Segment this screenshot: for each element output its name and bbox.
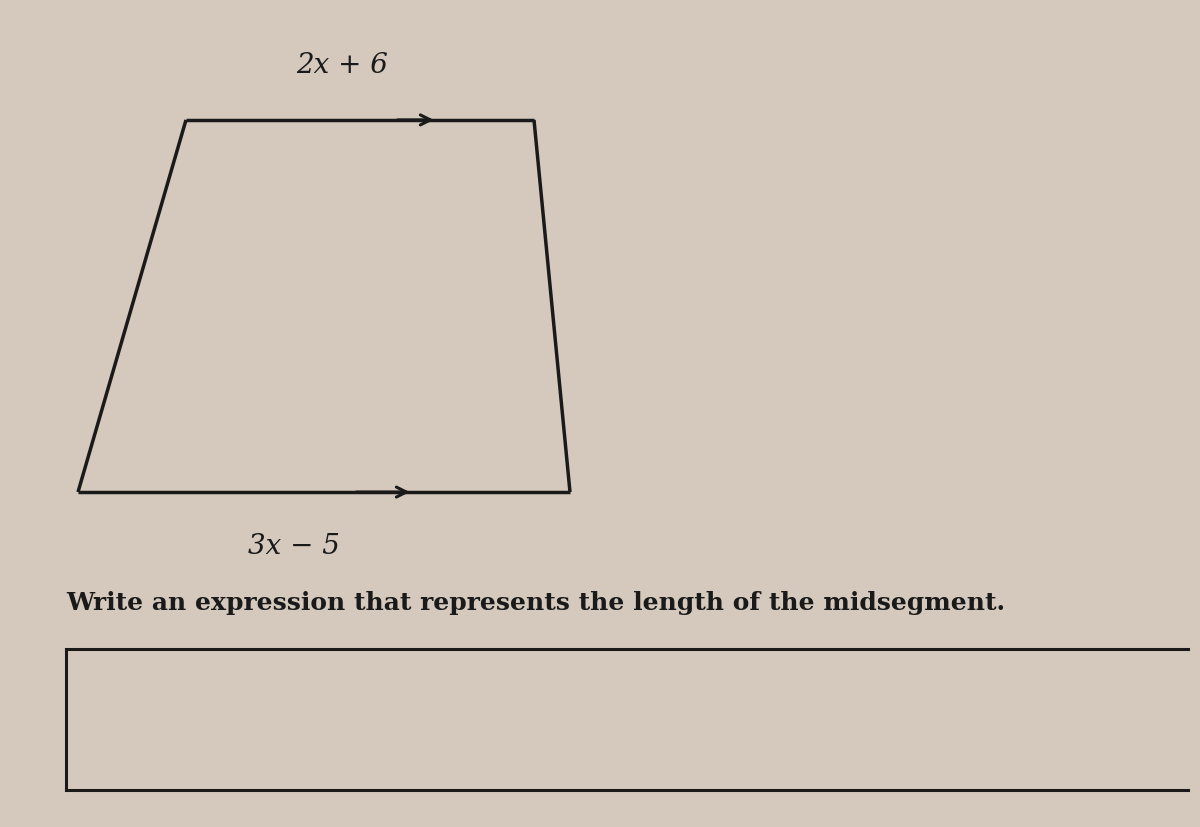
Text: Write an expression that represents the length of the midsegment.: Write an expression that represents the … <box>66 591 1006 615</box>
Text: 3x − 5: 3x − 5 <box>248 533 340 561</box>
Text: 2x + 6: 2x + 6 <box>296 51 388 79</box>
